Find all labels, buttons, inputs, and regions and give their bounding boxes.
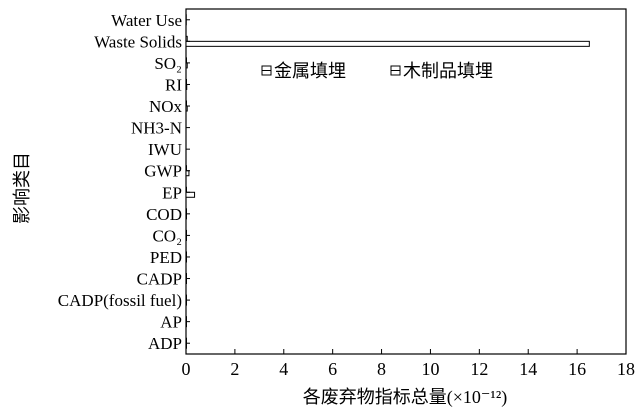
category-label: CADP(fossil fuel) <box>58 291 182 310</box>
category-label: SO₂ <box>154 54 182 73</box>
x-axis-title: 各废弃物指标总量(×10⁻¹²) <box>303 387 507 408</box>
category-label: Water Use <box>111 11 182 30</box>
category-label: RI <box>165 75 182 94</box>
category-label: NOx <box>149 97 183 116</box>
legend-label: 木制品填埋 <box>403 61 493 81</box>
bar-wood-landfill <box>185 191 196 198</box>
x-tick-label: 14 <box>519 359 537 379</box>
legend-label: 金属填埋 <box>274 61 346 81</box>
x-tick-label: 2 <box>230 359 239 379</box>
x-tick-label: 4 <box>279 359 288 379</box>
x-tick-label: 18 <box>617 359 635 379</box>
category-label: COD <box>146 205 182 224</box>
bar-wood-landfill <box>185 40 590 47</box>
category-label: NH3-N <box>131 119 182 138</box>
x-tick-label: 6 <box>328 359 337 379</box>
legend: 金属填埋 木制品填埋 <box>261 61 493 81</box>
bar-wood-landfill <box>185 62 188 69</box>
category-label: CADP <box>137 270 182 289</box>
bar-wood-landfill <box>185 83 188 90</box>
x-tick-label: 8 <box>377 359 386 379</box>
x-tick-label: 16 <box>568 359 586 379</box>
x-tick-label: 0 <box>182 359 191 379</box>
x-tick-label: 12 <box>470 359 488 379</box>
bar-wood-landfill <box>185 170 190 177</box>
x-axis-ticks: 0 2 4 6 8 10 12 14 16 18 <box>182 349 635 379</box>
category-label: Waste Solids <box>94 32 182 51</box>
category-label: EP <box>162 183 182 202</box>
y-axis-title: 影响类目 <box>12 152 32 224</box>
plot-frame <box>185 8 627 355</box>
bar-wood-landfill <box>185 105 188 112</box>
category-label: ADP <box>148 334 182 353</box>
category-label: GWP <box>144 162 182 181</box>
x-tick-label: 10 <box>421 359 439 379</box>
category-label: PED <box>150 248 182 267</box>
plot-area-border <box>185 8 627 355</box>
category-label: IWU <box>148 140 182 159</box>
category-label: AP <box>160 313 182 332</box>
category-label: CO₂ <box>152 226 182 245</box>
category-labels: ADP AP CADP(fossil fuel) CADP PED CO₂ COD EP GWP… <box>58 11 190 353</box>
bars-group <box>185 14 590 349</box>
bar-metal-landfill <box>185 35 188 42</box>
